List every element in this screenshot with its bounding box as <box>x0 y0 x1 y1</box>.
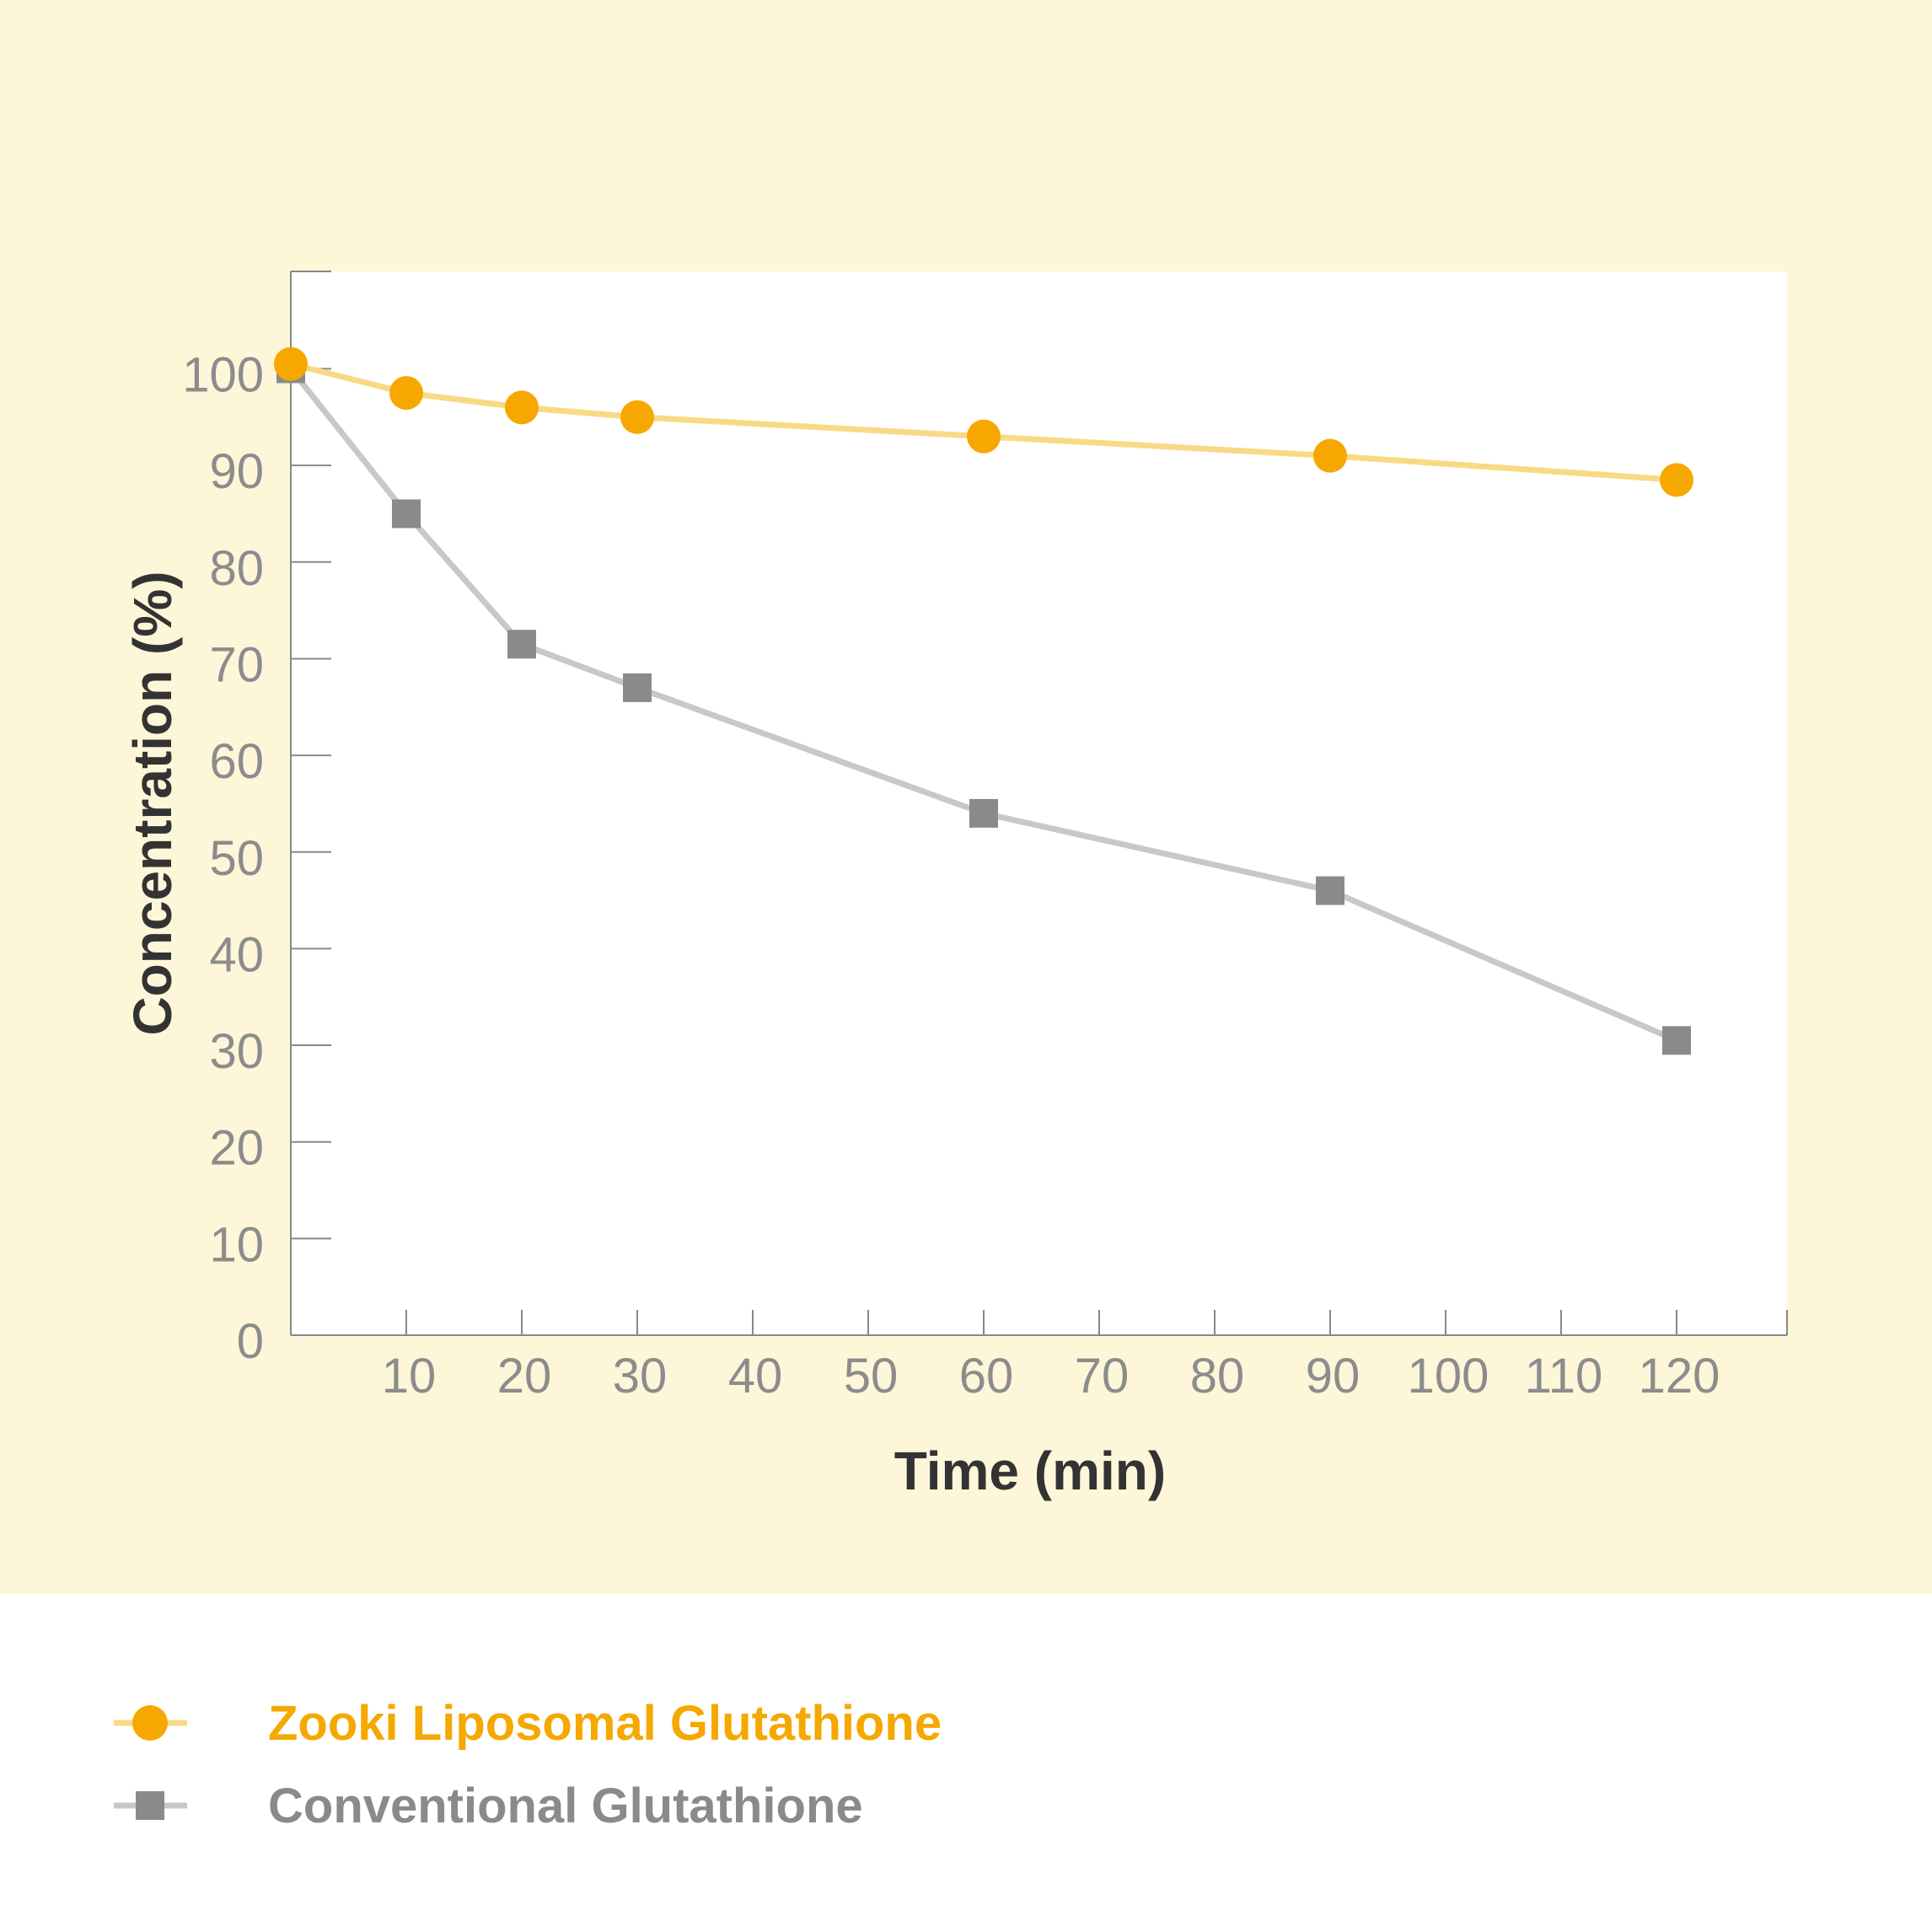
legend-label-zooki: Zooki Liposomal Glutathione <box>268 1695 942 1751</box>
x-tick-label-90: 90 <box>1306 1349 1360 1403</box>
y-tick-label-0: 0 <box>237 1314 264 1369</box>
series-layer <box>274 346 1693 1055</box>
axes <box>290 271 1788 1336</box>
y-tick-label-60: 60 <box>209 734 264 789</box>
plot-area <box>291 271 1787 1335</box>
legend-circle-marker-icon <box>114 1705 187 1741</box>
legend-item-conventional: Conventional Glutathione <box>110 1764 942 1847</box>
y-tick-label-80: 80 <box>209 541 264 596</box>
series-0-point-90 <box>1313 438 1347 473</box>
y-tick-label-100: 100 <box>182 348 264 403</box>
x-tick-label-10: 10 <box>382 1349 437 1403</box>
series-1-point-10 <box>392 499 421 529</box>
x-tick-label-100: 100 <box>1408 1349 1489 1403</box>
legend: Zooki Liposomal Glutathione Conventional… <box>110 1682 942 1847</box>
series-0-point-30 <box>620 400 654 434</box>
y-axis-title: Concentration (%) <box>122 571 183 1035</box>
series-1-point-60 <box>969 798 998 828</box>
series-0-point-120 <box>1660 463 1693 497</box>
series-1-point-30 <box>623 673 652 702</box>
series-0-point-0 <box>274 346 308 381</box>
x-axis-title: Time (min) <box>894 1441 1166 1501</box>
x-tick-label-120: 120 <box>1639 1349 1720 1403</box>
legend-item-zooki: Zooki Liposomal Glutathione <box>110 1682 942 1764</box>
legend-label-conventional: Conventional Glutathione <box>268 1778 863 1833</box>
series-0-point-20 <box>505 390 539 425</box>
x-tick-label-60: 60 <box>959 1349 1014 1403</box>
x-tick-label-20: 20 <box>497 1349 552 1403</box>
x-tick-label-50: 50 <box>844 1349 899 1403</box>
y-tick-label-20: 20 <box>209 1121 264 1176</box>
y-tick-label-70: 70 <box>209 637 264 692</box>
line-chart: 0 10 20 30 40 50 60 70 80 90 100 10 20 30 40 50 60 70 80 90… <box>122 271 1788 1501</box>
series-0-point-60 <box>967 419 1001 453</box>
x-tick-label-70: 70 <box>1075 1349 1130 1403</box>
y-tick-label-40: 40 <box>209 927 264 982</box>
ticks: 0 10 20 30 40 50 60 70 80 90 100 10 20 30 40 50 60 70 80 90… <box>182 348 1720 1404</box>
x-tick-label-110: 110 <box>1525 1349 1602 1403</box>
y-tick-label-90: 90 <box>209 444 264 499</box>
x-tick-label-30: 30 <box>613 1349 668 1403</box>
x-tick-label-40: 40 <box>728 1349 783 1403</box>
series-0-point-10 <box>389 376 423 411</box>
series-1-point-120 <box>1662 1026 1691 1055</box>
y-tick-label-10: 10 <box>209 1217 264 1272</box>
x-tick-label-80: 80 <box>1190 1349 1245 1403</box>
y-tick-label-50: 50 <box>209 831 264 886</box>
series-1-point-20 <box>507 630 536 659</box>
series-1-point-90 <box>1316 876 1344 905</box>
legend-square-marker-icon <box>114 1791 187 1820</box>
y-tick-label-30: 30 <box>209 1024 264 1079</box>
